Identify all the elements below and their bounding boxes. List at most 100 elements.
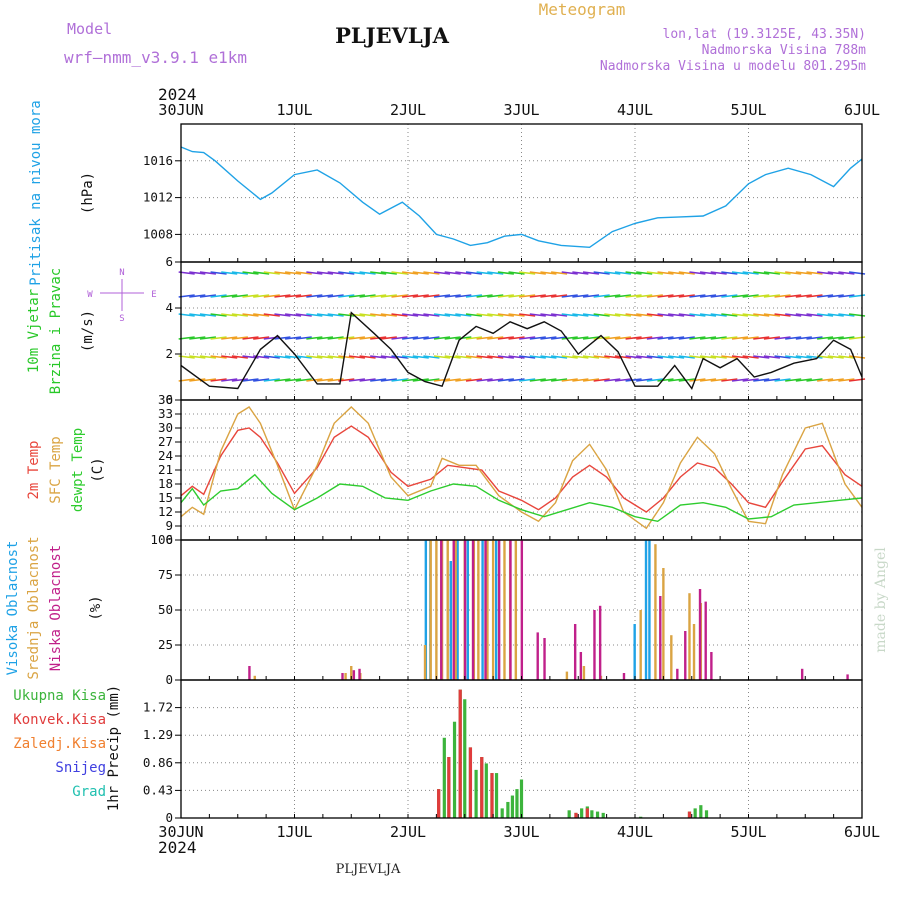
x-tick-label-bottom: 3JUL <box>503 823 539 841</box>
wind-barb <box>657 294 674 298</box>
wind-barb <box>433 313 451 317</box>
bar <box>500 808 504 818</box>
wind-barb <box>391 378 408 382</box>
wind-barb <box>199 271 217 275</box>
bar <box>601 812 605 818</box>
wind-barb <box>210 271 227 275</box>
bar <box>639 610 642 680</box>
wind-barb <box>433 355 451 359</box>
wind-barb <box>817 271 834 275</box>
wind-barb <box>614 294 632 298</box>
wind-barb <box>668 355 685 359</box>
wind-barb <box>774 271 791 275</box>
wind-barb <box>199 313 217 317</box>
wind-barb <box>774 355 791 359</box>
x-tick-label-top: 5JUL <box>730 101 766 119</box>
wind-barb <box>710 294 727 298</box>
wind-barb <box>476 336 493 340</box>
wind-barb <box>636 355 653 359</box>
wind-barb <box>380 336 397 340</box>
wind-barb <box>582 313 600 317</box>
bar <box>446 540 449 680</box>
wind-barb <box>582 294 600 298</box>
wind-barb <box>380 355 397 359</box>
bar <box>574 812 578 818</box>
precip-legend-item: Grad <box>72 784 106 800</box>
wind-barb <box>774 378 791 382</box>
wind-barb <box>529 313 546 317</box>
bar <box>452 721 457 818</box>
y-tick-label: 1008 <box>143 226 173 241</box>
wind-barb <box>221 271 238 275</box>
wind-barb <box>306 271 323 275</box>
bar <box>622 673 626 680</box>
model-label: Model <box>67 20 112 38</box>
wind-barb <box>412 336 429 340</box>
wind-barb <box>444 313 461 317</box>
bar <box>452 540 455 680</box>
bar <box>456 540 459 680</box>
wind-barb <box>731 294 749 298</box>
wind-barb <box>455 313 472 317</box>
wind-barb <box>668 378 685 382</box>
wind-barb <box>465 271 483 275</box>
y-tick-label: 0 <box>165 392 173 407</box>
wind-barb <box>380 313 397 317</box>
series-line <box>180 425 863 513</box>
x-tick-label-bottom: 6JUL <box>844 823 880 841</box>
wind-barb <box>593 294 610 298</box>
bar <box>536 632 539 680</box>
wind-barb <box>604 271 621 275</box>
bar <box>358 668 361 680</box>
wind-barb <box>795 271 812 275</box>
wind-barb <box>444 336 461 340</box>
wind-barb <box>636 294 653 298</box>
wind-barb <box>604 378 621 382</box>
wind-barb <box>572 355 589 359</box>
wind-barb <box>210 313 227 317</box>
wind-ylabel: 10m Vjetar <box>26 289 42 373</box>
wind-barb <box>668 313 685 317</box>
bar <box>440 540 443 680</box>
wind-barb <box>550 378 568 382</box>
y-tick-label: 2 <box>165 346 173 361</box>
wind-unit: (m/s) <box>80 310 96 352</box>
bar <box>437 789 441 818</box>
wind-barb <box>295 271 312 275</box>
wind-barb <box>497 336 514 340</box>
wind-barb <box>721 294 738 298</box>
bar <box>585 808 589 818</box>
bar <box>458 689 462 818</box>
pressure-ylabel: Pritisak na nivou mora <box>28 100 44 285</box>
wind-barb <box>699 313 717 317</box>
wind-barb <box>497 378 514 382</box>
wind-barb <box>795 355 812 359</box>
wind-barb <box>646 336 663 340</box>
wind-barb <box>827 313 844 317</box>
y-tick-label: 75 <box>158 567 173 582</box>
wind-barb <box>614 313 632 317</box>
wind-barb <box>646 294 663 298</box>
wind-barb <box>614 271 632 275</box>
wind-barb <box>678 271 695 275</box>
wind-barb <box>550 294 568 298</box>
series-line <box>180 146 863 249</box>
wind-barb <box>572 378 589 382</box>
bar <box>687 811 692 818</box>
temp-unit: (C) <box>90 457 106 482</box>
wind-barb <box>763 313 781 317</box>
wind-barb <box>646 378 663 382</box>
wind-barb <box>444 271 461 275</box>
wind-barb <box>199 355 217 359</box>
wind-barb <box>423 355 440 359</box>
wind-barb <box>519 336 536 340</box>
wind-barb <box>508 313 525 317</box>
wind-barb <box>402 336 419 340</box>
wind-barb <box>306 313 323 317</box>
bar <box>424 540 428 680</box>
wind-barb <box>721 271 738 275</box>
wind-barb <box>721 336 738 340</box>
wind-barb <box>763 336 781 340</box>
wind-barb <box>231 336 248 340</box>
wind-barb <box>391 336 408 340</box>
